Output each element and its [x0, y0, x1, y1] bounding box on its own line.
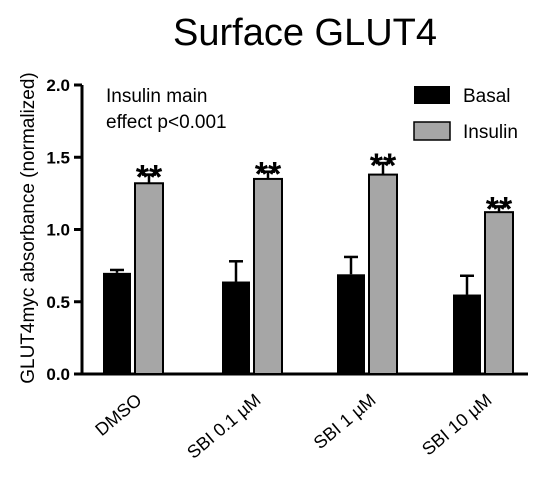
- significance-marker: **: [255, 156, 282, 194]
- y-tick-label: 0.5: [46, 293, 70, 312]
- significance-marker: **: [136, 159, 163, 197]
- annotation-line-2: effect p<0.001: [106, 112, 227, 133]
- legend-label-basal: Basal: [463, 86, 511, 107]
- legend: Basal Insulin: [413, 86, 518, 143]
- x-category-label: SBI 10 µM: [418, 390, 496, 460]
- y-tick-label: 2.0: [46, 76, 70, 95]
- legend-swatch-basal: [414, 86, 450, 104]
- bar-insulin: [368, 173, 398, 375]
- bar-basal: [337, 274, 365, 374]
- significance-marker: **: [370, 147, 397, 185]
- bar-insulin: [484, 211, 514, 375]
- bar-insulin: [253, 177, 283, 375]
- significance-marker: **: [486, 190, 513, 228]
- plot-area: 0.0 0.5 1.0 1.5 2.0 ** DMSO ** SBI 0.1 µM ** SBI 1…: [46, 76, 528, 463]
- bar-basal: [453, 294, 481, 374]
- bar-basal: [222, 281, 250, 374]
- legend-swatch-insulin: [413, 121, 451, 141]
- y-tick-label: 0.0: [46, 365, 70, 384]
- bar-insulin: [134, 182, 164, 375]
- y-tick-label: 1.5: [46, 148, 70, 167]
- y-tick-label: 1.0: [46, 221, 70, 240]
- x-category-label: SBI 0.1 µM: [183, 390, 264, 463]
- bar-basal: [103, 272, 131, 374]
- annotation-line-1: Insulin main: [106, 86, 207, 107]
- legend-label-insulin: Insulin: [463, 122, 518, 143]
- y-axis-label: GLUT4myc absorbance (normalized): [18, 72, 39, 384]
- chart-title: Surface GLUT4: [173, 12, 437, 54]
- x-category-label: SBI 1 µM: [310, 390, 380, 453]
- x-category-label: DMSO: [91, 390, 145, 440]
